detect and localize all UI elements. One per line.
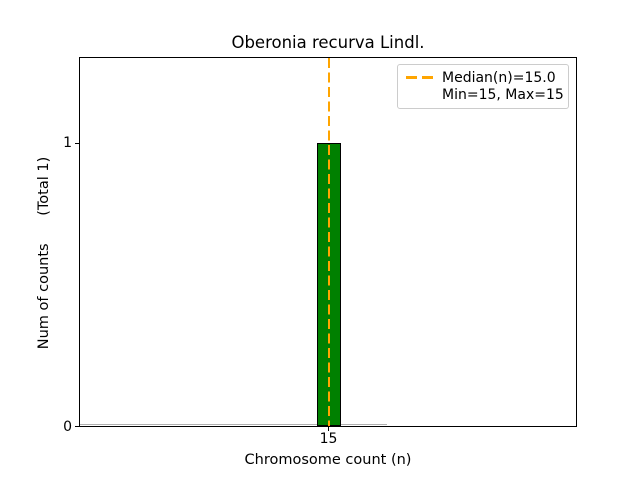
median-dashed-line <box>328 58 330 426</box>
x-tick-mark-15 <box>328 427 329 431</box>
legend-minmax-label: Min=15, Max=15 <box>442 87 564 104</box>
y-axis-label: Num of counts (Total 1) <box>36 156 52 350</box>
legend-empty-handle <box>406 94 433 97</box>
legend-row-median: Median(n)=15.0 <box>406 69 560 87</box>
legend-row-minmax: Min=15, Max=15 <box>406 87 564 105</box>
median-line-sample-icon <box>406 76 433 80</box>
chart-title: Oberonia recurva Lindl. <box>231 33 425 52</box>
y-tick-label-0: 0 <box>63 419 72 435</box>
x-axis-label: Chromosome count (n) <box>244 452 412 468</box>
plot-area <box>79 57 577 427</box>
y-tick-label-1: 1 <box>63 135 72 151</box>
y-tick-mark-0 <box>75 426 79 427</box>
x-tick-label: 15 <box>319 431 338 447</box>
zero-height-bins-baseline <box>80 424 387 425</box>
legend-median-label: Median(n)=15.0 <box>442 69 556 86</box>
legend-box: Median(n)=15.0 Min=15, Max=15 <box>397 64 569 109</box>
y-tick-mark-1 <box>75 143 79 144</box>
